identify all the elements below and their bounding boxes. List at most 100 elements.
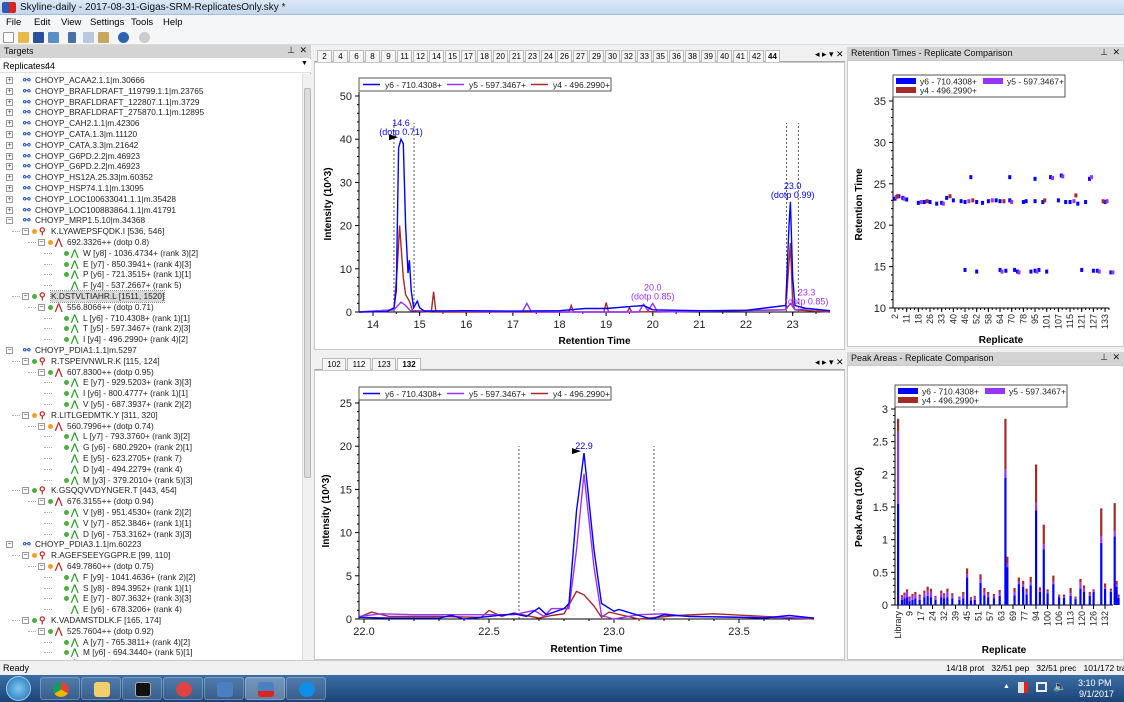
tree-row-label[interactable]: CHOYP_LOC100883864.1.1|m.41791 [35, 204, 176, 215]
tree-row-label[interactable]: CHOYP_PDIA3.1.1|m.60223 [35, 539, 142, 550]
taskbar-chrome[interactable] [40, 677, 80, 700]
tree-row-transition[interactable]: ⋀ V [y5] - 687.3937+ (rank 2)[2] [0, 399, 300, 410]
expand-icon[interactable]: + [6, 195, 13, 203]
tab-replicate-2[interactable]: 2 [317, 50, 332, 62]
tab-replicate-32[interactable]: 32 [621, 50, 636, 62]
tree-row-label[interactable]: T [y5] - 597.3467+ (rank 2)[3] [83, 323, 191, 334]
tree-row-label[interactable]: I [y6] - 800.4777+ (rank 1)[1] [83, 388, 188, 399]
tree-row-label[interactable]: E [y7] - 929.5203+ (rank 3)[3] [83, 377, 192, 388]
pin-icon[interactable]: ⊥ [1100, 47, 1108, 57]
tree-row-label[interactable]: L [y7] - 793.3760+ (rank 3)[2] [83, 431, 190, 442]
start-orb-icon[interactable] [6, 676, 31, 701]
tree-row-protein[interactable]: + ⚯ CHOYP_BRAFLDRAFT_275870.1.1|m.12895 [0, 107, 300, 118]
tree-row-label[interactable]: E [y7] - 807.3632+ (rank 3)[3] [83, 593, 192, 604]
tree-row-precursor[interactable]: − ⋀ 692.3326++ (dotp 0.8) [0, 237, 300, 248]
copy-icon[interactable] [83, 32, 94, 43]
tree-row-protein[interactable]: − ⚯ CHOYP_PDIA3.1.1|m.60223 [0, 539, 300, 550]
tree-row-precursor[interactable]: − ⋀ 556.8066++ (dotp 0.71) [0, 302, 300, 313]
tree-row-protein[interactable]: + ⚯ CHOYP_CATA.3.3|m.21642 [0, 140, 300, 151]
tree-row-protein[interactable]: + ⚯ CHOYP_CATA.1.3|m.11120 [0, 129, 300, 140]
collapse-icon[interactable]: − [38, 422, 45, 430]
tree-row-peptide[interactable]: − ⚲ R.TSPEIVNWLR.K [115, 124] [0, 356, 300, 367]
tree-row-transition[interactable]: ⋀ L [y6] - 710.4308+ (rank 1)[1] [0, 313, 300, 324]
taskbar-explorer[interactable] [81, 677, 121, 700]
tree-row-transition[interactable]: ⋀ I [y6] - 800.4777+ (rank 1)[1] [0, 388, 300, 399]
tab-replicate-41[interactable]: 41 [733, 50, 748, 62]
tree-row-label[interactable]: R.LITLGEDMTK.Y [311, 320] [51, 409, 158, 420]
tree-row-label[interactable]: S [y8] - 894.3952+ (rank 1)[1] [83, 582, 192, 593]
menu-settings[interactable]: Settings [90, 17, 125, 28]
tab-replicate-21[interactable]: 21 [509, 50, 524, 62]
tab-replicate-27[interactable]: 27 [573, 50, 588, 62]
clock-date[interactable]: 9/1/2017 [1079, 689, 1115, 699]
tab-replicate-11[interactable]: 11 [397, 50, 412, 62]
tree-row-label[interactable]: 607.8300++ (dotp 0.95) [67, 366, 154, 377]
tree-row-transition[interactable]: ⋀ V [y7] - 852.3846+ (rank 1)[1] [0, 518, 300, 529]
collapse-icon[interactable]: − [22, 228, 29, 236]
tree-row-protein[interactable]: + ⚯ CHOYP_LOC100633041.1.1|m.35428 [0, 194, 300, 205]
tree-row-label[interactable]: CHOYP_CATA.1.3|m.11120 [35, 129, 138, 139]
collapse-icon[interactable]: − [38, 627, 45, 635]
tree-row-transition[interactable]: ⋀ M [y3] - 379.2010+ (rank 5)[3] [0, 475, 300, 486]
chromatogram-chart[interactable]: 0 5 10 15 20 25 22.0 22.5 23.0 23.5 Retention Time… [315, 371, 846, 661]
tree-row-label[interactable]: E [y5] - 623.2705+ (rank 7) [83, 453, 182, 463]
tree-row-precursor[interactable]: − ⋀ 525.7604++ (dotp 0.92) [0, 626, 300, 637]
clock-time[interactable]: 3:10 PM [1078, 678, 1112, 688]
expand-icon[interactable]: + [6, 87, 13, 95]
tab-scroll-left-icon[interactable]: ◂ [815, 49, 820, 59]
tree-row-transition[interactable]: ⋀ M [y6] - 694.3440+ (rank 5)[1] [0, 647, 300, 658]
tree-row-label[interactable]: CHOYP_HSP74.1.1|m.13095 [35, 183, 144, 193]
tree-row-label[interactable]: D [y6] - 753.3162+ (rank 3)[3] [83, 528, 192, 539]
tree-row-label[interactable]: P [y6] - 721.3515+ (rank 1)[1] [83, 269, 192, 280]
tree-row-label[interactable]: CHOYP_BRAFLDRAFT_275870.1.1|m.12895 [35, 107, 205, 118]
tree-row-label[interactable]: M [y6] - 694.3440+ (rank 5)[1] [83, 647, 193, 658]
tree-row-label[interactable]: CHOYP_BRAFLDRAFT_119799.1.1|m.23765 [35, 85, 204, 96]
tree-row-label[interactable]: W [y8] - 1036.4734+ (rank 3)[2] [83, 247, 199, 258]
tree-row-transition[interactable]: ⋀ D [y6] - 753.3162+ (rank 3)[3] [0, 529, 300, 540]
tree-row-label[interactable]: V [y7] - 852.3846+ (rank 1)[1] [83, 517, 192, 528]
tree-row-precursor[interactable]: − ⋀ 676.3155++ (dotp 0.94) [0, 496, 300, 507]
tree-row-label[interactable]: E [y7] - 850.3941+ (rank 4)[3] [83, 258, 192, 269]
expand-icon[interactable]: + [6, 141, 13, 149]
tab-replicate-123[interactable]: 123 [372, 358, 396, 370]
tab-replicate-23[interactable]: 23 [525, 50, 540, 62]
tab-replicate-14[interactable]: 14 [429, 50, 444, 62]
tree-row-label[interactable]: E [y6] - 678.3206+ (rank 4) [83, 604, 182, 615]
tab-replicate-112[interactable]: 112 [347, 358, 371, 370]
close-icon[interactable]: ✕ [1112, 352, 1120, 362]
tab-replicate-4[interactable]: 4 [333, 50, 348, 62]
expand-icon[interactable]: + [6, 206, 13, 214]
menu-edit[interactable]: Edit [34, 17, 51, 28]
close-icon[interactable]: ✕ [1112, 47, 1120, 57]
tree-row-label[interactable]: 692.3326++ (dotp 0.8) [67, 237, 150, 247]
tab-replicate-17[interactable]: 17 [461, 50, 476, 62]
tree-row-label[interactable]: D [y4] - 494.2279+ (rank 4) [83, 463, 183, 474]
tree-row-transition[interactable]: ⋀ T [y5] - 597.3467+ (rank 2)[3] [0, 323, 300, 334]
replicates-select[interactable]: 44 [45, 61, 56, 71]
tree-row-label[interactable]: K.VADAMSTDLK.F [165, 174] [51, 615, 162, 625]
tab-replicate-24[interactable]: 24 [541, 50, 556, 62]
tree-row-label[interactable]: G [y6] - 680.2920+ (rank 2)[1] [83, 442, 193, 453]
tab-replicate-102[interactable]: 102 [322, 358, 346, 370]
tree-row-transition[interactable]: ⋀ P [y6] - 721.3515+ (rank 1)[1] [0, 269, 300, 280]
collapse-icon[interactable]: − [38, 368, 45, 376]
tree-row-label[interactable]: CHOYP_CATA.3.3|m.21642 [35, 139, 139, 150]
tree-row-label[interactable]: K.GSQQVVDYNGER.T [443, 454] [51, 485, 177, 496]
tree-row-protein[interactable]: + ⚯ CHOYP_LOC100883864.1.1|m.41791 [0, 205, 300, 216]
tree-row-protein[interactable]: + ⚯ CHOYP_G6PD.2.2|m.46923 [0, 161, 300, 172]
tree-row-label[interactable]: M [y3] - 379.2010+ (rank 5)[3] [83, 474, 193, 485]
tree-row-label[interactable]: K.DSTVLTIAHR.L [1511, 1520] [49, 290, 166, 303]
cut-icon[interactable] [68, 32, 76, 43]
taskbar-teamviewer[interactable] [286, 677, 326, 700]
expand-icon[interactable]: + [6, 77, 13, 84]
tab-replicate-30[interactable]: 30 [605, 50, 620, 62]
taskbar-snipping[interactable] [163, 677, 203, 700]
expand-icon[interactable]: + [6, 109, 13, 117]
tree-row-peptide[interactable]: − ⚲ R.LITLGEDMTK.Y [311, 320] [0, 410, 300, 421]
tree-row-label[interactable]: K.LYAWEPSFQDK.I [536, 546] [51, 226, 165, 237]
tree-row-transition[interactable]: ⋀ W [y8] - 1036.4734+ (rank 3)[2] [0, 248, 300, 259]
tab-replicate-8[interactable]: 8 [365, 50, 380, 62]
collapse-icon[interactable]: − [22, 487, 29, 495]
tree-row-precursor[interactable]: − ⋀ 649.7860++ (dotp 0.75) [0, 561, 300, 572]
